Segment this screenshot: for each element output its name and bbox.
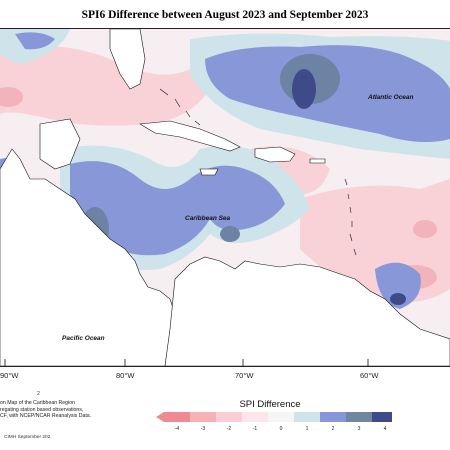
longitude-label-90w: 90°W [0, 371, 19, 380]
legend-swatch [294, 412, 320, 422]
legend-tick-label: -3 [201, 426, 206, 432]
south-america [164, 256, 450, 366]
legend-colorbar: -4 -3 -2 -1 0 1 2 3 4 [156, 412, 392, 432]
longitude-ticks [4, 359, 369, 366]
legend-swatch [346, 412, 372, 422]
copyright: CIMH September 202 [4, 435, 51, 440]
legend-arrow-left [156, 412, 164, 422]
lesser-antilles [159, 88, 357, 256]
map-panel[interactable]: Atlantic Ocean Caribbean Sea Pacific Oce… [0, 28, 450, 367]
legend-swatch [268, 412, 294, 422]
legend-tick-label: -2 [227, 426, 232, 432]
legend-swatch [320, 412, 346, 422]
legend-swatch [216, 412, 242, 422]
jamaica [199, 168, 219, 176]
longitude-label-80w: 80°W [116, 371, 135, 380]
longitude-label-60w: 60°W [360, 371, 379, 380]
spi-map: Atlantic Ocean Caribbean Sea Pacific Oce… [0, 29, 450, 366]
legend-tick-label: 2 [332, 426, 335, 432]
pacific-label: Pacific Ocean [62, 335, 105, 342]
notes-line-1: on Map of the Caribbean Region [0, 400, 75, 406]
legend-swatch [242, 412, 268, 422]
yucatan [39, 118, 81, 170]
footnote-mark: 2 [37, 391, 40, 397]
legend-tick-label: -4 [175, 426, 180, 432]
data-source-notes: on Map of the Caribbean Region regating … [0, 400, 150, 420]
legend-tick-label: 4 [384, 426, 387, 432]
legend-swatch [372, 412, 392, 422]
notes-line-3: CF, with NCEP/NCAR Reanalysis Data. [0, 413, 92, 420]
florida [109, 29, 146, 90]
legend-tick-label: 0 [280, 426, 283, 432]
legend-swatch [190, 412, 216, 422]
puerto-rico [309, 158, 326, 164]
longitude-label-70w: 70°W [235, 371, 254, 380]
legend-title: SPI Difference [239, 399, 301, 410]
atlantic-label: Atlantic Ocean [367, 94, 414, 101]
legend-tick-label: 1 [306, 426, 309, 432]
peak-positive-zones [292, 69, 406, 305]
caribbean-label: Caribbean Sea [185, 215, 231, 222]
legend-tick-label: 3 [358, 426, 361, 432]
map-title: SPI6 Difference between August 2023 and … [81, 9, 369, 21]
notes-line-2: regating station based observations, [0, 406, 84, 413]
cuba [139, 120, 241, 152]
hispaniola [254, 146, 296, 163]
legend-tick-label: -1 [253, 426, 258, 432]
land-masses [0, 29, 450, 366]
legend-swatch [164, 412, 190, 422]
